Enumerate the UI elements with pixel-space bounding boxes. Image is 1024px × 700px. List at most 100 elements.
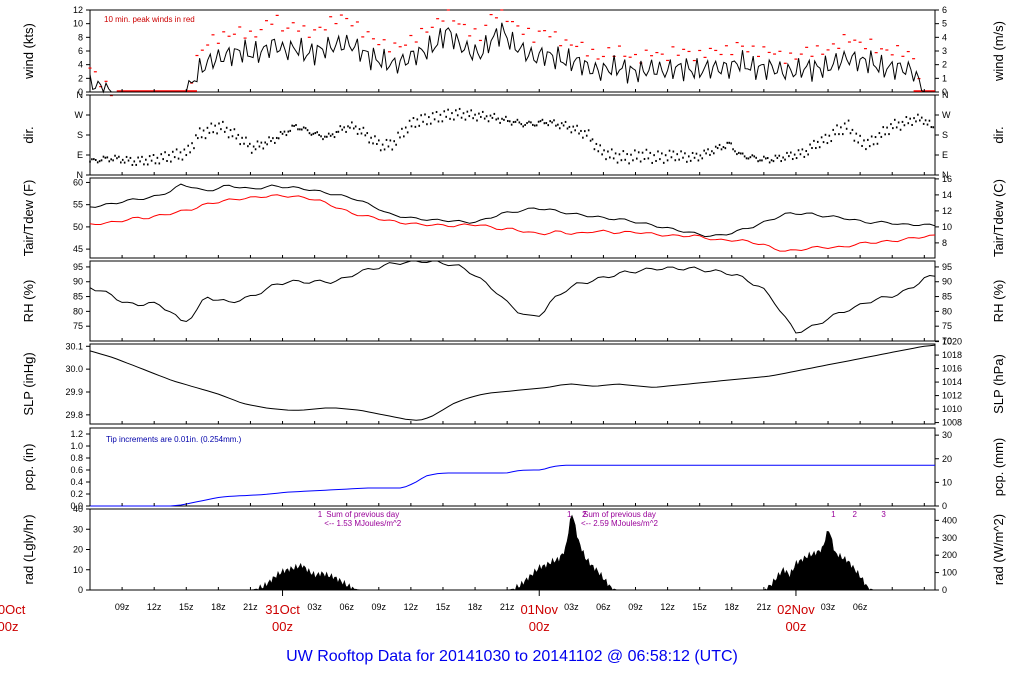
direction-point [143,163,145,166]
direction-point [94,159,97,162]
direction-point [822,141,825,144]
direction-point [173,156,176,159]
x-hour-tick-label: 18z [211,602,226,612]
y-right-tick-label: 12 [942,206,952,216]
direction-point [447,108,449,111]
direction-point [826,142,829,145]
direction-point [791,158,794,161]
direction-point [562,124,565,127]
direction-point [374,135,376,138]
direction-point [455,109,457,112]
direction-point [670,156,673,159]
direction-point [793,153,796,156]
direction-point [703,149,705,152]
y-axis-label: Tair/Tdew (F) [21,180,36,257]
panel-frame [89,427,936,507]
x-hour-tick-label: 03z [307,602,322,612]
direction-point [874,136,877,139]
direction-point [705,152,707,155]
panel-frame [89,260,936,342]
direction-point [262,147,265,150]
direction-point [682,156,684,159]
direction-point [659,158,661,161]
direction-point [154,162,157,165]
direction-point [416,118,419,121]
direction-point [383,148,386,151]
direction-point [726,141,729,144]
y-right-tick-label: 3 [942,46,947,56]
y-tick-label: 80 [73,306,83,316]
direction-point [239,143,241,146]
direction-point [815,147,817,150]
y-tick-label: 60 [73,177,83,187]
direction-point [441,120,444,123]
direction-point [699,154,702,157]
direction-point [381,143,384,146]
direction-point [672,150,675,153]
x-hour-tick-label: 21z [500,602,515,612]
radiation-sum-label: Sum of previous day [583,510,656,519]
y-tick-label: E [77,150,83,160]
day-label-hour: 00z [0,619,18,634]
direction-point [597,150,600,153]
y-tick-label: 50 [73,222,83,232]
direction-point [302,126,305,129]
direction-point [828,134,831,137]
radiation-marker: 1 [567,510,572,519]
direction-point [897,121,900,124]
direction-point [312,132,315,135]
direction-point [91,158,93,161]
y-axis-label: RH (%) [21,280,36,323]
x-hour-tick-label: 15z [179,602,194,612]
direction-point [741,152,744,155]
direction-point [297,128,299,131]
direction-point [687,155,690,158]
direction-point [634,149,636,152]
direction-point [110,158,112,161]
direction-point [499,121,501,124]
direction-point [146,163,149,166]
direction-point [483,117,486,120]
direction-point [102,155,105,158]
direction-point [813,139,815,142]
direction-point [462,112,465,115]
direction-point [268,136,270,139]
direction-point [701,157,704,160]
direction-point [281,132,284,135]
radiation-area-day-1 [250,562,361,591]
direction-point [243,142,245,145]
direction-point [397,131,399,134]
direction-point [141,155,143,158]
direction-point [487,120,490,123]
direction-point [763,155,765,158]
direction-point [836,124,838,127]
day-label-hour: 00z [529,619,550,634]
direction-point [888,133,890,136]
y-right-tick-label: 10 [942,477,952,487]
direction-point [584,130,586,133]
direction-point [506,119,509,122]
direction-point [451,112,453,115]
direction-point [541,118,544,121]
y-tick-label: 30.1 [65,341,83,351]
direction-point [108,160,111,163]
direction-point [867,138,869,141]
direction-point [824,133,827,136]
direction-point [193,147,195,150]
direction-point [160,153,163,156]
direction-point [591,138,594,141]
x-hour-tick-label: 12z [404,602,419,612]
direction-point [722,146,725,149]
direction-point [893,118,896,121]
y-tick-label: 10 [73,565,83,575]
direction-point [279,130,282,133]
direction-point [489,114,492,117]
direction-point [838,133,840,136]
direction-point [131,163,134,166]
direction-point [878,132,881,135]
direction-point [716,147,719,150]
direction-point [341,128,344,131]
radiation-area-day-3 [762,530,875,591]
direction-point [901,120,904,123]
direction-point [816,140,819,143]
